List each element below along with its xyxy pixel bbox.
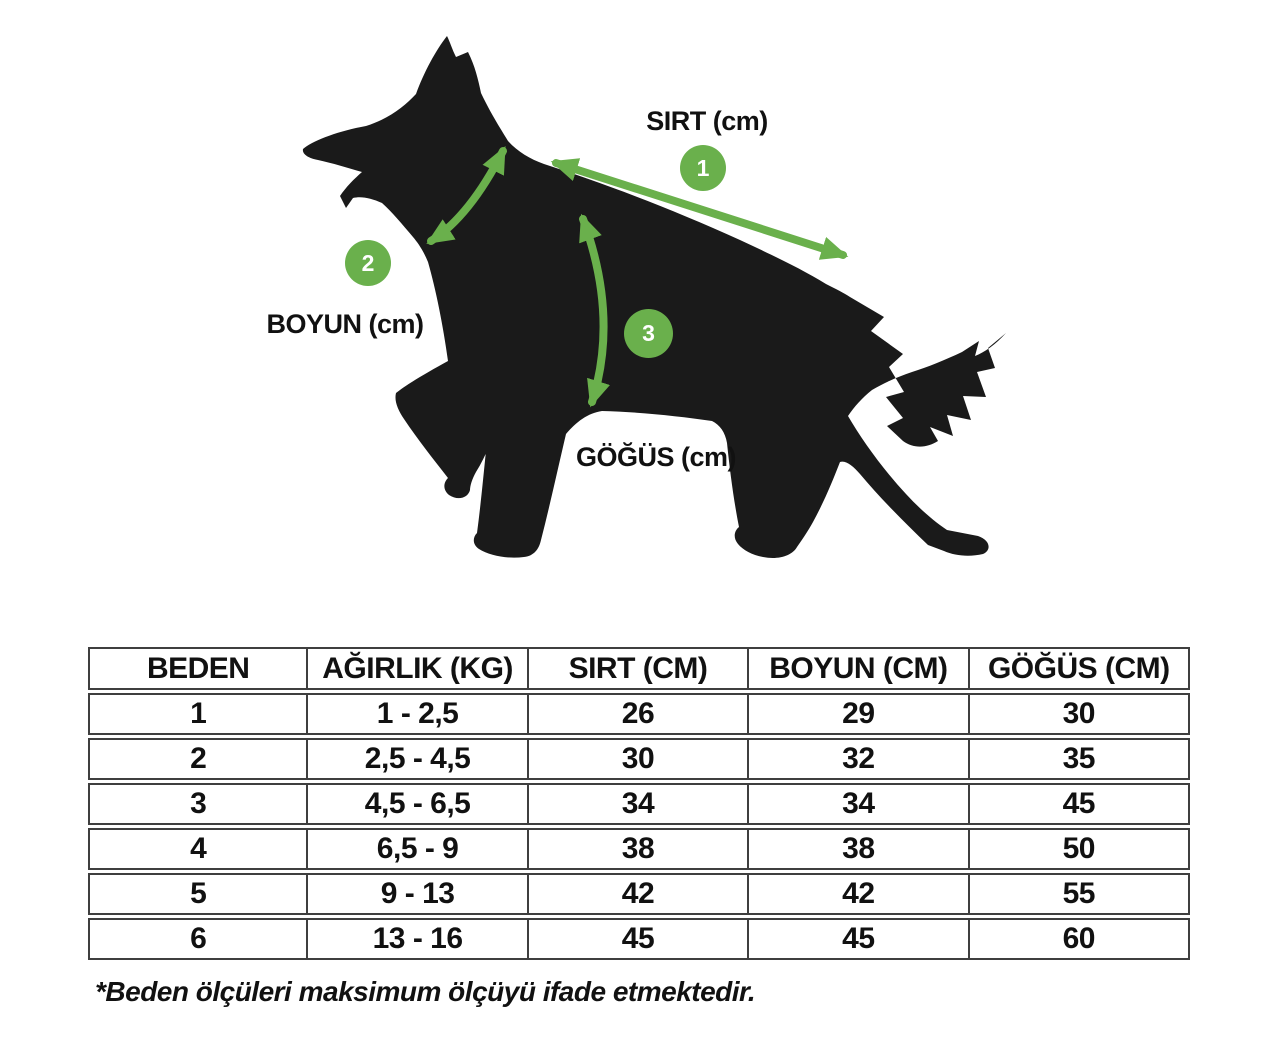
boyun-label: BOYUN (cm) <box>266 309 424 339</box>
table-header-beden: BEDEN <box>88 647 309 690</box>
table-cell: 4,5 - 6,5 <box>308 783 529 825</box>
table-cell: 6 <box>88 918 309 960</box>
dog-measurement-diagram: SIRT (cm) BOYUN (cm) GÖĞÜS (cm) 1 2 3 <box>266 36 1006 558</box>
table-cell: 13 - 16 <box>308 918 529 960</box>
table-header-boyun: BOYUN (CM) <box>749 647 970 690</box>
table-cell: 29 <box>749 693 970 735</box>
table-cell: 26 <box>528 693 750 735</box>
table-cell: 45 <box>528 918 750 960</box>
table-cell: 34 <box>749 783 970 825</box>
table-cell: 6,5 - 9 <box>308 828 529 870</box>
gogus-label: GÖĞÜS (cm) <box>575 442 737 472</box>
table-cell: 32 <box>749 738 970 780</box>
table-row: 5 9 - 13 42 42 55 <box>88 873 1190 915</box>
table-cell: 35 <box>969 738 1190 780</box>
sirt-measure-arrow <box>550 158 849 260</box>
table-row: 6 13 - 16 45 45 60 <box>88 918 1190 960</box>
table-row: 2 2,5 - 4,5 30 32 35 <box>88 738 1190 780</box>
table-cell: 5 <box>88 873 309 915</box>
table-cell: 38 <box>749 828 970 870</box>
gogus-measure-arrow <box>579 213 610 408</box>
table-cell: 2 <box>88 738 309 780</box>
table-header-row: BEDEN AĞIRLIK (KG) SIRT (CM) BOYUN (CM) … <box>88 647 1190 690</box>
table-cell: 55 <box>969 873 1190 915</box>
sirt-label: SIRT (cm) <box>646 106 768 136</box>
table-cell: 30 <box>528 738 750 780</box>
table-cell: 50 <box>969 828 1190 870</box>
table-cell: 1 <box>88 693 309 735</box>
table-cell: 42 <box>528 873 750 915</box>
table-cell: 1 - 2,5 <box>308 693 529 735</box>
boyun-measure-arrow <box>426 146 507 245</box>
table-cell: 9 - 13 <box>308 873 529 915</box>
table-header-agirlik: AĞIRLIK (KG) <box>308 647 529 690</box>
size-footnote: *Beden ölçüleri maksimum ölçüyü ifade et… <box>95 976 756 1007</box>
table-cell: 45 <box>969 783 1190 825</box>
table-cell: 60 <box>969 918 1190 960</box>
measure-badge-1: 1 <box>680 145 726 191</box>
measure-badge-3: 3 <box>624 309 673 358</box>
table-cell: 34 <box>528 783 750 825</box>
table-cell: 4 <box>88 828 309 870</box>
dog-silhouette-graphic <box>302 36 1006 558</box>
table-cell: 2,5 - 4,5 <box>308 738 529 780</box>
table-cell: 45 <box>749 918 970 960</box>
table-header-sirt: SIRT (CM) <box>528 647 750 690</box>
size-table: BEDEN AĞIRLIK (KG) SIRT (CM) BOYUN (CM) … <box>88 644 1190 963</box>
table-cell: 3 <box>88 783 309 825</box>
table-row: 3 4,5 - 6,5 34 34 45 <box>88 783 1190 825</box>
measure-badge-2: 2 <box>345 240 391 286</box>
table-cell: 42 <box>749 873 970 915</box>
size-table-container: BEDEN AĞIRLIK (KG) SIRT (CM) BOYUN (CM) … <box>88 644 1190 963</box>
table-header-gogus: GÖĞÜS (CM) <box>969 647 1190 690</box>
table-cell: 30 <box>969 693 1190 735</box>
table-row: 4 6,5 - 9 38 38 50 <box>88 828 1190 870</box>
table-row: 1 1 - 2,5 26 29 30 <box>88 693 1190 735</box>
table-cell: 38 <box>528 828 750 870</box>
